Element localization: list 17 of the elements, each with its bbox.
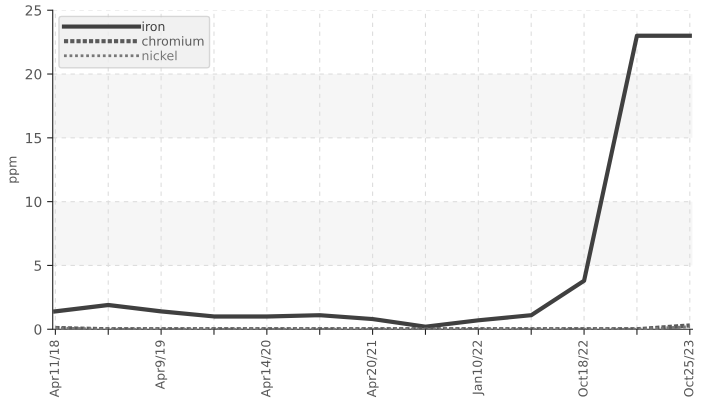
text: iron [142, 21, 164, 32]
y-tick-label: 5 [34, 260, 42, 271]
x-tick-label: Apr14/20 [261, 340, 273, 398]
text: chromium [142, 36, 204, 46]
y-tick-label: 15 [26, 132, 42, 144]
x-tick-label: Apr20/21 [366, 340, 379, 398]
x-tick-label: Apr9/19 [155, 340, 168, 390]
x-tick-label: Apr11/18 [50, 340, 62, 398]
y-tick-label: 10 [26, 196, 42, 208]
x-tick-label: Oct25/23 [684, 340, 694, 397]
x-tick-label: Oct18/22 [578, 340, 589, 397]
y-axis-title: ppm [9, 156, 20, 183]
y-tick-label: 25 [26, 5, 42, 16]
y-tick-label: 20 [26, 69, 42, 80]
y-tick-label: 0 [34, 324, 42, 335]
text: nickel [142, 50, 177, 60]
x-tick-label: Jan10/22 [472, 340, 484, 396]
